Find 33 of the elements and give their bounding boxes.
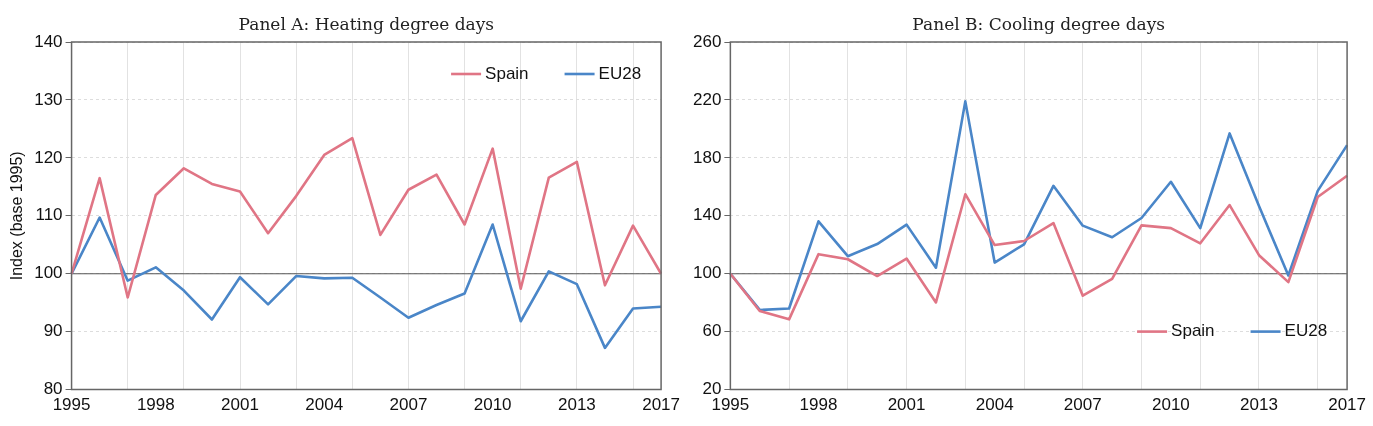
- y-axis-title: Index (base 1995): [8, 151, 26, 281]
- y-tick-label: 90: [43, 321, 63, 341]
- y-tick-label: 260: [692, 31, 722, 51]
- legend-label: Spain: [485, 63, 529, 83]
- x-tick-label: 1998: [136, 395, 175, 415]
- y-tick-label: 100: [692, 263, 722, 283]
- legend-label: EU28: [598, 63, 642, 83]
- x-tick-label: 2001: [221, 395, 259, 415]
- x-tick-label: 2017: [642, 395, 680, 415]
- y-tick-label: 60: [702, 321, 722, 341]
- legend-label: EU28: [1284, 321, 1328, 341]
- x-tick-label: 2001: [887, 395, 926, 415]
- y-tick-label: 180: [692, 147, 722, 167]
- y-tick-label: 120: [34, 147, 63, 167]
- legend-label: Spain: [1171, 321, 1215, 341]
- x-tick-label: 2007: [1063, 395, 1102, 415]
- y-tick-label: 140: [34, 31, 63, 51]
- y-tick-label: 110: [35, 205, 63, 225]
- y-tick-label: 220: [692, 89, 722, 109]
- y-tick-label: 130: [34, 89, 63, 109]
- y-tick-label: 140: [692, 205, 722, 225]
- x-tick-label: 2013: [1240, 395, 1278, 415]
- x-tick-label: 2004: [305, 395, 344, 415]
- x-tick-label: 2017: [1328, 395, 1366, 415]
- x-tick-label: 1998: [799, 395, 838, 415]
- chart-title: Panel A: Heating degree days: [238, 14, 495, 34]
- x-tick-label: 2010: [1151, 395, 1190, 415]
- x-tick-label: 2004: [975, 395, 1014, 415]
- x-tick-label: 2007: [389, 395, 428, 415]
- y-tick-label: 100: [34, 263, 63, 283]
- x-tick-label: 2010: [473, 395, 512, 415]
- x-tick-label: 2013: [557, 395, 596, 415]
- chart-title: Panel B: Cooling degree days: [912, 14, 1166, 34]
